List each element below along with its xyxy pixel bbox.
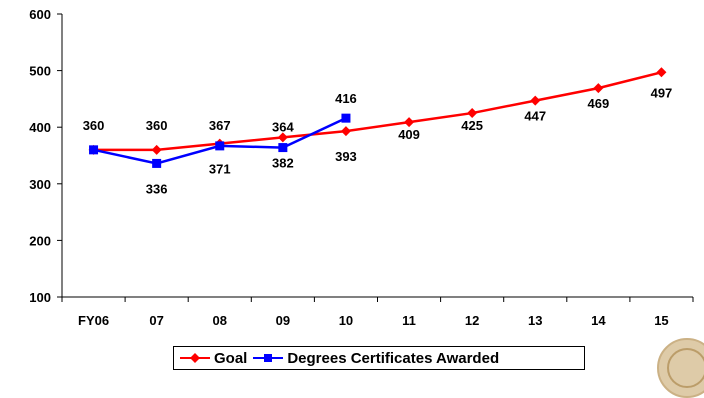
data-point bbox=[404, 117, 415, 128]
data-label: 360 bbox=[83, 118, 105, 133]
axes: 100 200 300 400 500 600 FY06 07 08 09 10 11 12 13 14 15 bbox=[29, 7, 694, 328]
data-point bbox=[277, 132, 288, 143]
goal-swatch-icon bbox=[180, 353, 210, 363]
y-tick-label: 500 bbox=[29, 64, 51, 79]
y-tick-label: 600 bbox=[29, 7, 51, 22]
data-point bbox=[656, 67, 667, 78]
legend-label-degrees: Degrees Certificates Awarded bbox=[287, 349, 500, 367]
data-point bbox=[593, 83, 604, 94]
data-point bbox=[340, 126, 351, 137]
data-label: 497 bbox=[651, 85, 673, 100]
data-label: 360 bbox=[146, 118, 168, 133]
x-tick-label: 11 bbox=[402, 313, 416, 328]
data-label: 364 bbox=[272, 120, 294, 135]
data-label: 393 bbox=[335, 149, 357, 164]
data-label: 336 bbox=[146, 181, 168, 196]
data-point bbox=[530, 95, 541, 106]
data-label: 447 bbox=[524, 109, 546, 124]
data-label: 425 bbox=[461, 118, 483, 133]
series-line bbox=[93, 71, 662, 152]
x-tick-label: 07 bbox=[149, 313, 163, 328]
x-tick-label: 08 bbox=[213, 313, 227, 328]
data-label: 409 bbox=[398, 127, 420, 142]
data-labels: 360 360 371 382 393 409 425 447 469 497 336 367 364 4… bbox=[83, 85, 673, 196]
series-degrees bbox=[89, 113, 351, 168]
university-seal-icon bbox=[657, 338, 704, 398]
data-point bbox=[152, 158, 162, 168]
x-tick-label: 15 bbox=[654, 313, 668, 328]
degrees-swatch-icon bbox=[253, 354, 284, 362]
x-tick-label: 12 bbox=[465, 313, 479, 328]
y-tick-label: 400 bbox=[29, 120, 51, 135]
y-tick-label: 200 bbox=[29, 233, 51, 248]
data-point bbox=[151, 144, 162, 155]
data-point bbox=[467, 108, 478, 119]
line-chart: 100 200 300 400 500 600 FY06 07 08 09 10 11 12 13 14 15… bbox=[29, 7, 694, 328]
legend-label-goal: Goal bbox=[214, 349, 248, 367]
x-tick-label: 09 bbox=[276, 313, 290, 328]
legend: Goal Degrees Certificates Awarded bbox=[173, 346, 585, 370]
data-label: 371 bbox=[209, 162, 231, 177]
x-tick-label: 13 bbox=[528, 313, 542, 328]
legend-item-goal: Goal bbox=[180, 350, 247, 367]
series-goal bbox=[88, 67, 667, 155]
data-label: 416 bbox=[335, 91, 357, 106]
y-tick-label: 300 bbox=[29, 177, 51, 192]
data-label: 382 bbox=[272, 155, 294, 170]
data-point bbox=[215, 141, 225, 151]
data-label: 367 bbox=[209, 118, 231, 133]
data-label: 469 bbox=[587, 96, 609, 111]
y-tick-label: 100 bbox=[29, 290, 51, 305]
data-point bbox=[278, 143, 288, 153]
data-point bbox=[89, 145, 99, 155]
x-tick-label: 14 bbox=[591, 313, 606, 328]
legend-item-degrees: Degrees Certificates Awarded bbox=[253, 350, 499, 367]
x-tick-label: 10 bbox=[339, 313, 353, 328]
data-point bbox=[341, 113, 351, 123]
x-tick-label: FY06 bbox=[78, 313, 109, 328]
